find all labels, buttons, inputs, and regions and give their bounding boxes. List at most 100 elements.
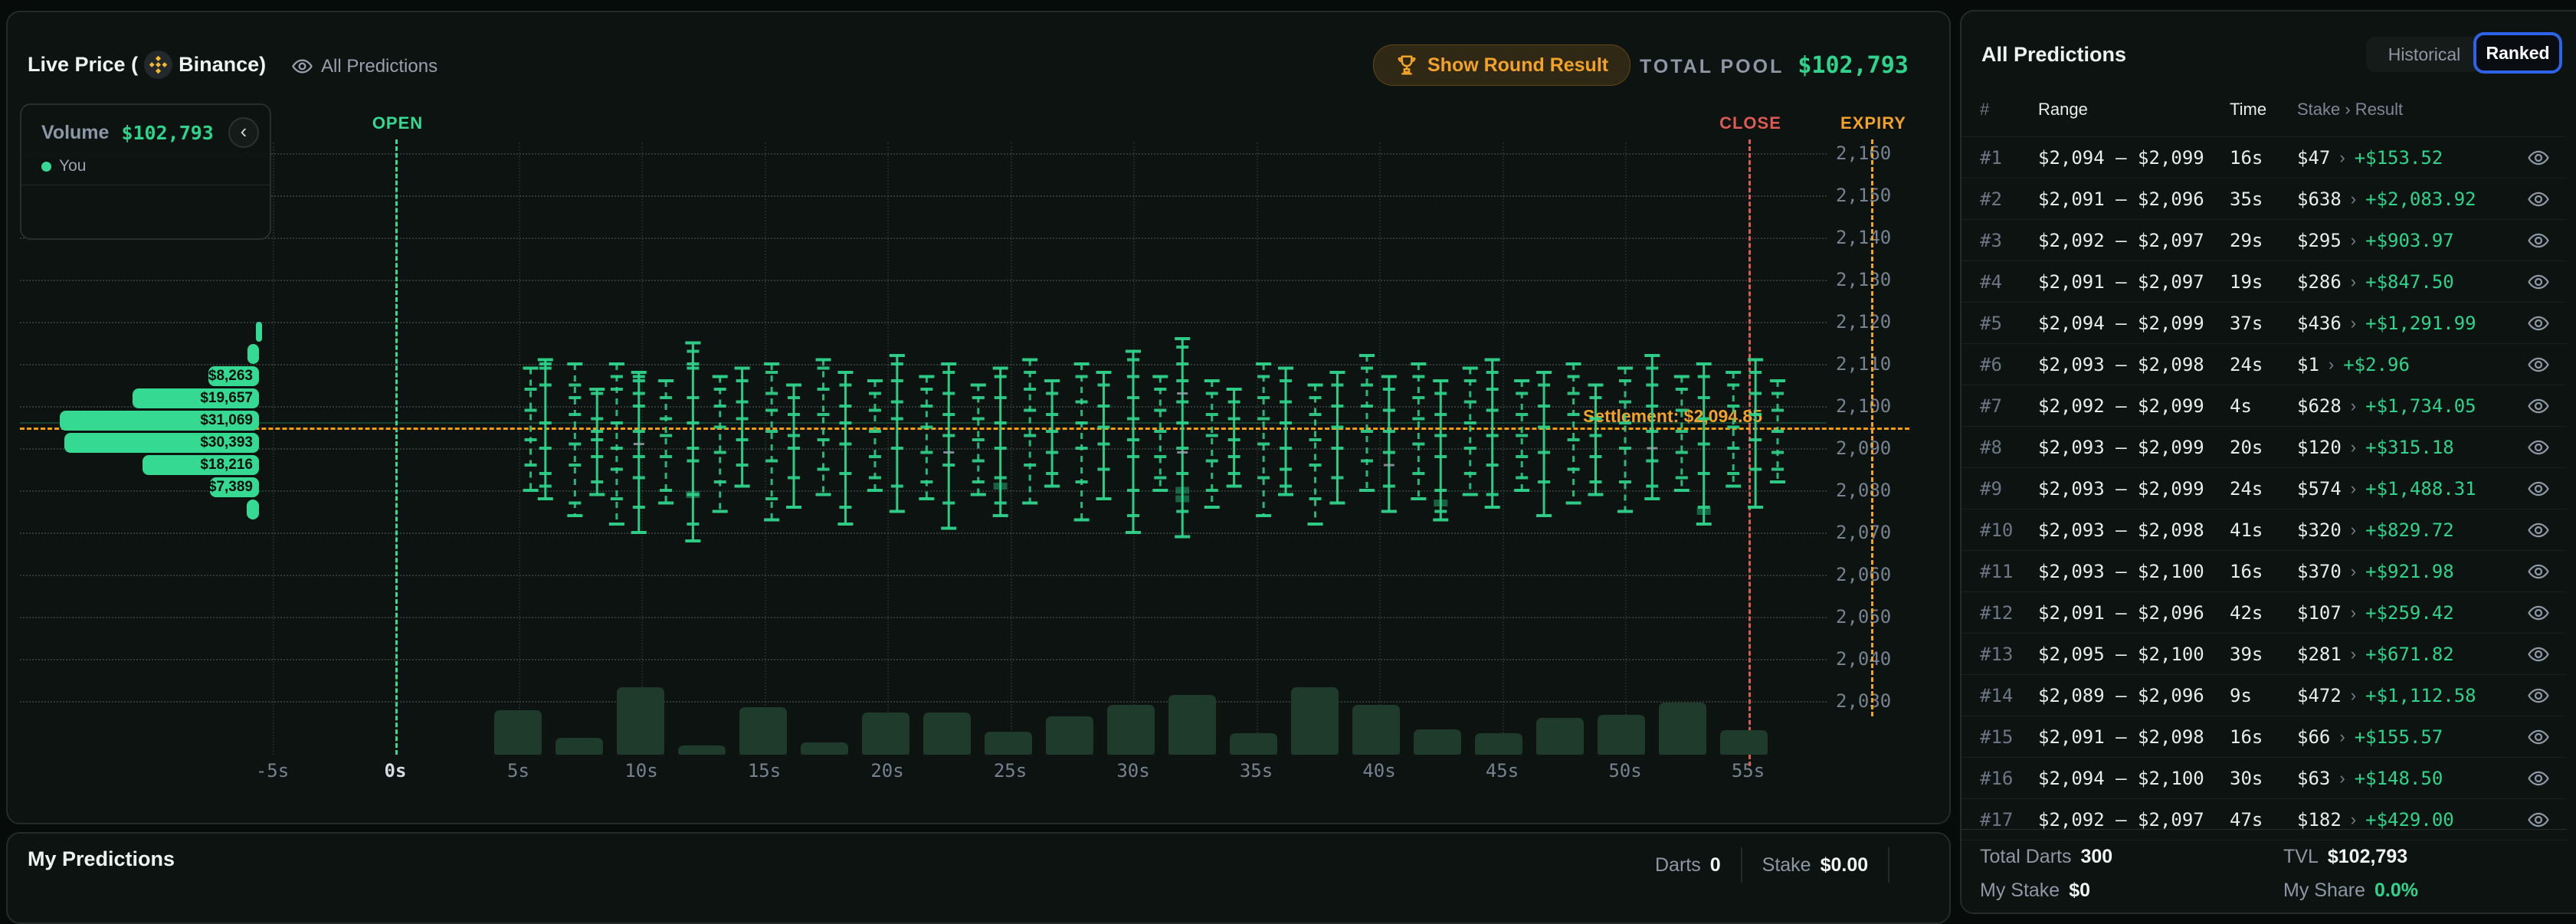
view-prediction-button[interactable] [2527,477,2567,500]
row-stake: $472 [2297,685,2342,706]
row-stake-result: $120›+$315.18 [2297,437,2454,458]
live-price-label: Live Price ( [28,53,138,77]
view-prediction-button[interactable] [2527,188,2567,211]
row-stake: $436 [2297,313,2342,334]
row-range: $2,092 — $2,097 [2038,809,2230,831]
prediction-row[interactable]: #16$2,094 — $2,10030s$63›+$148.50 [1961,758,2567,799]
prediction-row[interactable]: #15$2,091 — $2,09816s$66›+$155.57 [1961,716,2567,758]
view-prediction-button[interactable] [2527,643,2567,666]
row-stake-result: $47›+$153.52 [2297,147,2443,169]
view-prediction-button[interactable] [2527,767,2567,790]
prediction-row[interactable]: #4$2,091 — $2,09719s$286›+$847.50 [1961,261,2567,303]
prediction-row[interactable]: #10$2,093 — $2,09841s$320›+$829.72 [1961,510,2567,551]
all-predictions-toggle[interactable]: All Predictions [291,55,438,77]
prediction-row[interactable]: #13$2,095 — $2,10039s$281›+$671.82 [1961,634,2567,675]
stake-value: $0.00 [1821,854,1869,876]
view-prediction-button[interactable] [2527,436,2567,459]
row-time: 47s [2230,809,2297,831]
row-time: 30s [2230,768,2297,789]
row-stake-result: $436›+$1,291.99 [2297,313,2476,334]
row-range: $2,094 — $2,099 [2038,313,2230,334]
show-round-result-button[interactable]: Show Round Result [1373,44,1630,86]
prediction-row[interactable]: #5$2,094 — $2,09937s$436›+$1,291.99 [1961,303,2567,344]
view-prediction-button[interactable] [2527,146,2567,169]
row-time: 19s [2230,271,2297,293]
view-prediction-button[interactable] [2527,229,2567,252]
page-title: Live Price ( Binance) [28,51,266,79]
row-stake: $574 [2297,478,2342,500]
row-rank: #2 [1961,188,2038,210]
row-result: +$1,112.58 [2365,685,2476,706]
prediction-row[interactable]: #7$2,092 — $2,0994s$628›+$1,734.05 [1961,385,2567,427]
total-darts-label: Total Darts [1980,846,2071,868]
my-stake-stat: My Stake $0 [1980,880,2090,902]
eye-icon [291,55,313,77]
row-time: 16s [2230,561,2297,582]
row-range: $2,094 — $2,100 [2038,768,2230,789]
row-rank: #17 [1961,809,2038,831]
prediction-row[interactable]: #6$2,093 — $2,09824s$1›+$2.96 [1961,344,2567,385]
total-pool-label: TOTAL POOL [1640,56,1784,78]
row-stake: $320 [2297,519,2342,541]
my-predictions-title: My Predictions [28,847,175,871]
prediction-row[interactable]: #2$2,091 — $2,09635s$638›+$2,083.92 [1961,179,2567,220]
view-prediction-button[interactable] [2527,353,2567,376]
all-predictions-title: All Predictions [1981,43,2126,67]
legend-you: You [41,157,86,175]
arrow-icon: › [2351,810,2356,830]
row-rank: #8 [1961,437,2038,458]
view-prediction-button[interactable] [2527,726,2567,749]
row-time: 20s [2230,437,2297,458]
tab-historical[interactable]: Historical [2366,37,2483,72]
view-prediction-button[interactable] [2527,808,2567,831]
col-time: Time [2230,100,2297,120]
row-stake-result: $574›+$1,488.31 [2297,478,2476,500]
row-rank: #13 [1961,644,2038,665]
arrow-icon: › [2351,396,2356,416]
tab-ranked[interactable]: Ranked [2473,32,2562,74]
row-result: +$847.50 [2365,271,2454,293]
row-result: +$315.18 [2365,437,2454,458]
row-stake: $628 [2297,395,2342,417]
view-prediction-button[interactable] [2527,601,2567,624]
darts-stat: Darts 0 [1655,854,1721,876]
prediction-row[interactable]: #3$2,092 — $2,09729s$295›+$903.97 [1961,220,2567,261]
row-range: $2,094 — $2,099 [2038,147,2230,169]
prediction-row[interactable]: #8$2,093 — $2,09920s$120›+$315.18 [1961,427,2567,468]
prediction-row[interactable]: #11$2,093 — $2,10016s$370›+$921.98 [1961,551,2567,592]
tvl-stat: TVL $102,793 [2283,846,2407,868]
prediction-row[interactable]: #12$2,091 — $2,09642s$107›+$259.42 [1961,592,2567,634]
trophy-icon [1395,54,1418,77]
row-stake-result: $107›+$259.42 [2297,602,2454,624]
row-stake-result: $63›+$148.50 [2297,768,2443,789]
chevron-left-icon: ‹ [241,120,247,143]
view-prediction-button[interactable] [2527,684,2567,707]
you-legend-dot [41,162,51,172]
view-prediction-button[interactable] [2527,560,2567,583]
darts-label: Darts [1655,854,1701,876]
view-prediction-button[interactable] [2527,519,2567,542]
row-stake-result: $295›+$903.97 [2297,230,2454,251]
tvl-value: $102,793 [2328,846,2407,868]
arrow-icon: › [2351,520,2356,540]
volume-value: $102,793 [121,122,213,144]
my-share-value: 0.0% [2374,880,2418,902]
row-rank: #3 [1961,230,2038,251]
prediction-row[interactable]: #1$2,094 — $2,09916s$47›+$153.52 [1961,137,2567,179]
prediction-row[interactable]: #14$2,089 — $2,0969s$472›+$1,112.58 [1961,675,2567,716]
prediction-row[interactable]: #17$2,092 — $2,09747s$182›+$429.00 [1961,799,2567,840]
row-rank: #10 [1961,519,2038,541]
divider [1888,847,1889,883]
row-rank: #1 [1961,147,2038,169]
collapse-panel-button[interactable]: ‹ [228,117,259,148]
row-time: 39s [2230,644,2297,665]
panel-footer-divider [1961,829,2567,830]
prediction-row[interactable]: #9$2,093 — $2,09924s$574›+$1,488.31 [1961,468,2567,510]
view-prediction-button[interactable] [2527,395,2567,418]
row-time: 16s [2230,147,2297,169]
my-share-stat: My Share 0.0% [2283,880,2418,902]
row-range: $2,092 — $2,097 [2038,230,2230,251]
view-prediction-button[interactable] [2527,270,2567,293]
row-stake: $66 [2297,726,2330,748]
view-prediction-button[interactable] [2527,312,2567,335]
